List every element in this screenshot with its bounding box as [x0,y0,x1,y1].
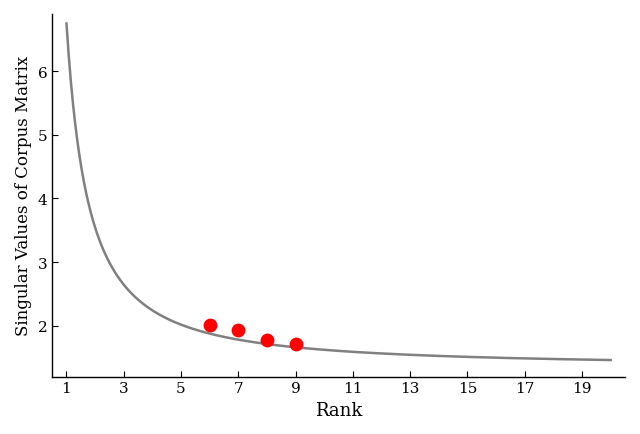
X-axis label: Rank: Rank [315,401,362,419]
Point [291,341,301,348]
Point [205,322,215,329]
Point [233,326,243,333]
Point [262,336,272,343]
Y-axis label: Singular Values of Corpus Matrix: Singular Values of Corpus Matrix [15,56,32,335]
